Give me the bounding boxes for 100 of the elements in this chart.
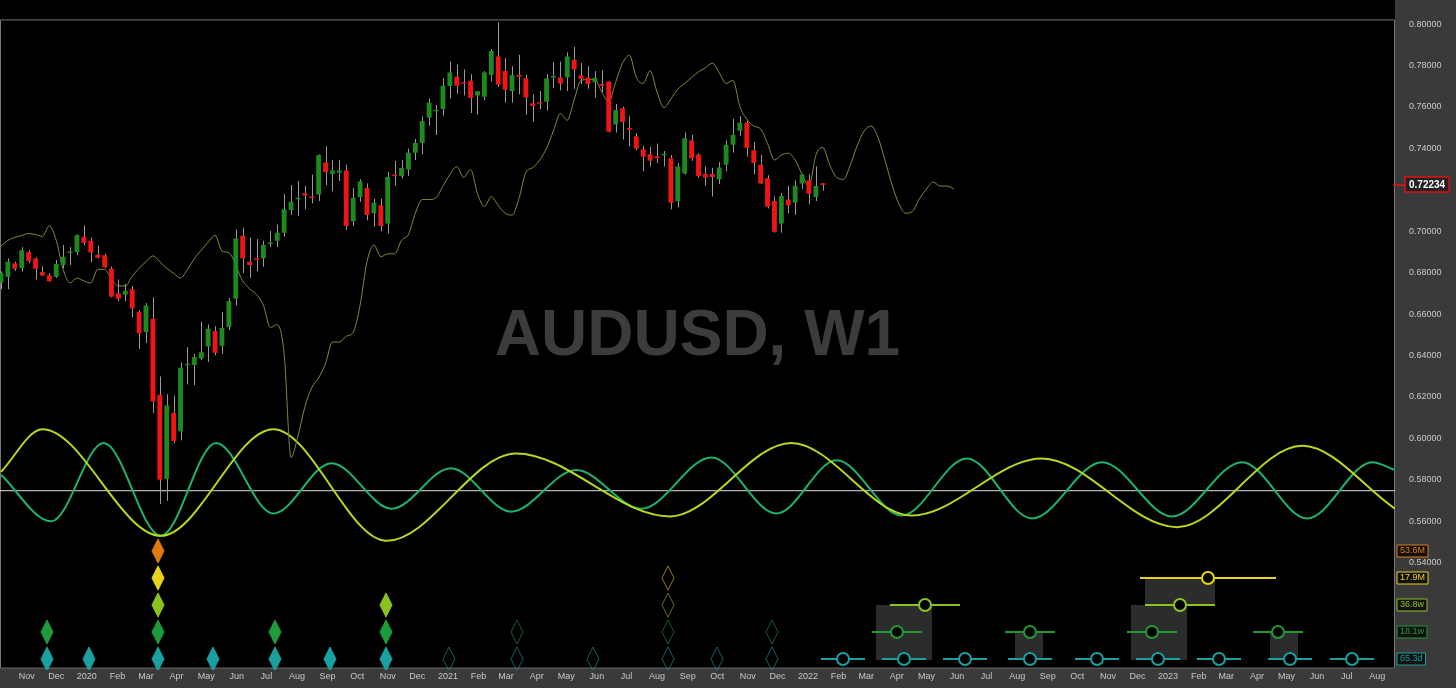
x-tick-label: Aug <box>1369 671 1386 682</box>
y-tick-label: 0.58000 <box>1409 474 1442 485</box>
line-series <box>0 428 1395 542</box>
x-tick-label: Mar <box>138 671 154 682</box>
candlestick <box>813 165 819 202</box>
x-tick-label: Jul <box>1340 671 1353 682</box>
x-tick-label: Oct <box>710 671 725 682</box>
candlestick <box>792 179 798 216</box>
x-tick-label: Jun <box>1309 671 1325 682</box>
x-tick-label: Feb <box>830 671 847 682</box>
text: 17.9M <box>1400 572 1426 583</box>
y-tick-label: 0.66000 <box>1409 308 1442 319</box>
candlestick <box>751 141 757 175</box>
candlestick <box>406 148 411 177</box>
candlestick <box>640 145 646 172</box>
x-tick-label: Sep <box>679 671 696 682</box>
x-tick-label: 2023 <box>1158 671 1179 682</box>
candlestick <box>599 69 605 93</box>
candlestick <box>191 353 197 386</box>
candlestick <box>88 236 94 263</box>
x-tick-label: Oct <box>350 671 365 682</box>
candlestick <box>309 174 315 204</box>
candlestick <box>620 106 625 141</box>
candlestick <box>468 73 474 114</box>
x-tick-label: Dec <box>409 671 426 682</box>
text: 53.6M <box>1400 545 1426 556</box>
x-tick-label: Apr <box>889 671 904 682</box>
x-tick-label: Nov <box>739 671 757 682</box>
candlestick <box>115 278 121 302</box>
candlestick <box>592 70 598 99</box>
x-tick-label: Jun <box>589 671 605 682</box>
candlestick <box>564 51 570 92</box>
candlestick <box>419 115 425 155</box>
x-tick-label: Nov <box>18 671 36 682</box>
candlestick <box>758 154 764 185</box>
x-tick-label: Jun <box>949 671 965 682</box>
candlestick <box>33 256 38 280</box>
y-tick-label: 0.64000 <box>1409 349 1442 360</box>
x-tick-label: Mar <box>498 671 514 682</box>
candlestick <box>412 138 418 161</box>
candlestick <box>530 93 536 122</box>
candlestick <box>488 48 494 82</box>
candlestick <box>19 246 25 272</box>
x-tick-label: Dec <box>1129 671 1146 682</box>
candlestick <box>323 145 328 186</box>
candlestick <box>627 115 632 147</box>
text: 18.1w <box>1400 626 1425 637</box>
text: 65.3d <box>1400 653 1423 664</box>
candlestick <box>578 62 584 85</box>
x-tick-label: Aug <box>288 671 305 682</box>
x-tick-label: Jul <box>260 671 273 682</box>
candlestick <box>302 185 308 210</box>
candlestick <box>330 159 335 192</box>
x-tick-label: Sep <box>1039 671 1056 682</box>
x-tick-label: Apr <box>529 671 544 682</box>
x-tick-label: 2021 <box>437 671 458 682</box>
candlestick <box>350 187 356 227</box>
x-tick-label: Dec <box>769 671 786 682</box>
candlestick <box>537 90 543 110</box>
candlestick <box>274 224 280 248</box>
y-tick-label: 0.78000 <box>1409 60 1442 71</box>
x-tick-label: Oct <box>1070 671 1085 682</box>
text: 36.8w <box>1400 599 1425 610</box>
y-tick-label: 0.56000 <box>1409 515 1442 526</box>
x-tick-label: May <box>197 671 216 682</box>
candlestick <box>523 74 529 116</box>
candlestick <box>544 73 549 112</box>
candlestick <box>129 285 135 318</box>
line-series <box>0 441 1395 537</box>
x-tick-label: Jul <box>980 671 993 682</box>
line-series <box>0 54 955 458</box>
text: 0.72234 <box>1409 178 1446 190</box>
candlestick <box>247 236 253 279</box>
x-tick-label: Mar <box>1218 671 1235 682</box>
candlestick <box>502 57 508 104</box>
candlestick <box>205 324 211 363</box>
candlestick <box>357 178 363 203</box>
x-tick-label: Aug <box>649 671 666 682</box>
candlestick <box>785 185 791 214</box>
x-tick-label: Mar <box>858 671 874 682</box>
candlestick <box>240 227 246 274</box>
x-tick-label: Jul <box>620 671 633 682</box>
candlestick <box>60 244 66 269</box>
candlestick <box>399 159 404 179</box>
x-tick-label: Feb <box>470 671 487 682</box>
candlestick <box>475 90 480 116</box>
candlestick <box>723 140 729 172</box>
candlestick <box>613 103 619 133</box>
candlestick <box>696 152 701 179</box>
candlestick <box>716 161 722 185</box>
candlestick <box>254 238 259 272</box>
candlestick <box>336 159 342 182</box>
text: AUDUSD, W1 <box>494 297 901 370</box>
candlestick <box>426 98 432 127</box>
candlestick <box>281 193 287 237</box>
candlestick <box>5 257 11 290</box>
candlestick <box>454 64 460 95</box>
x-tick-label: May <box>557 671 576 682</box>
x-tick-label: Aug <box>1009 671 1026 682</box>
x-tick-label: May <box>1277 671 1296 682</box>
